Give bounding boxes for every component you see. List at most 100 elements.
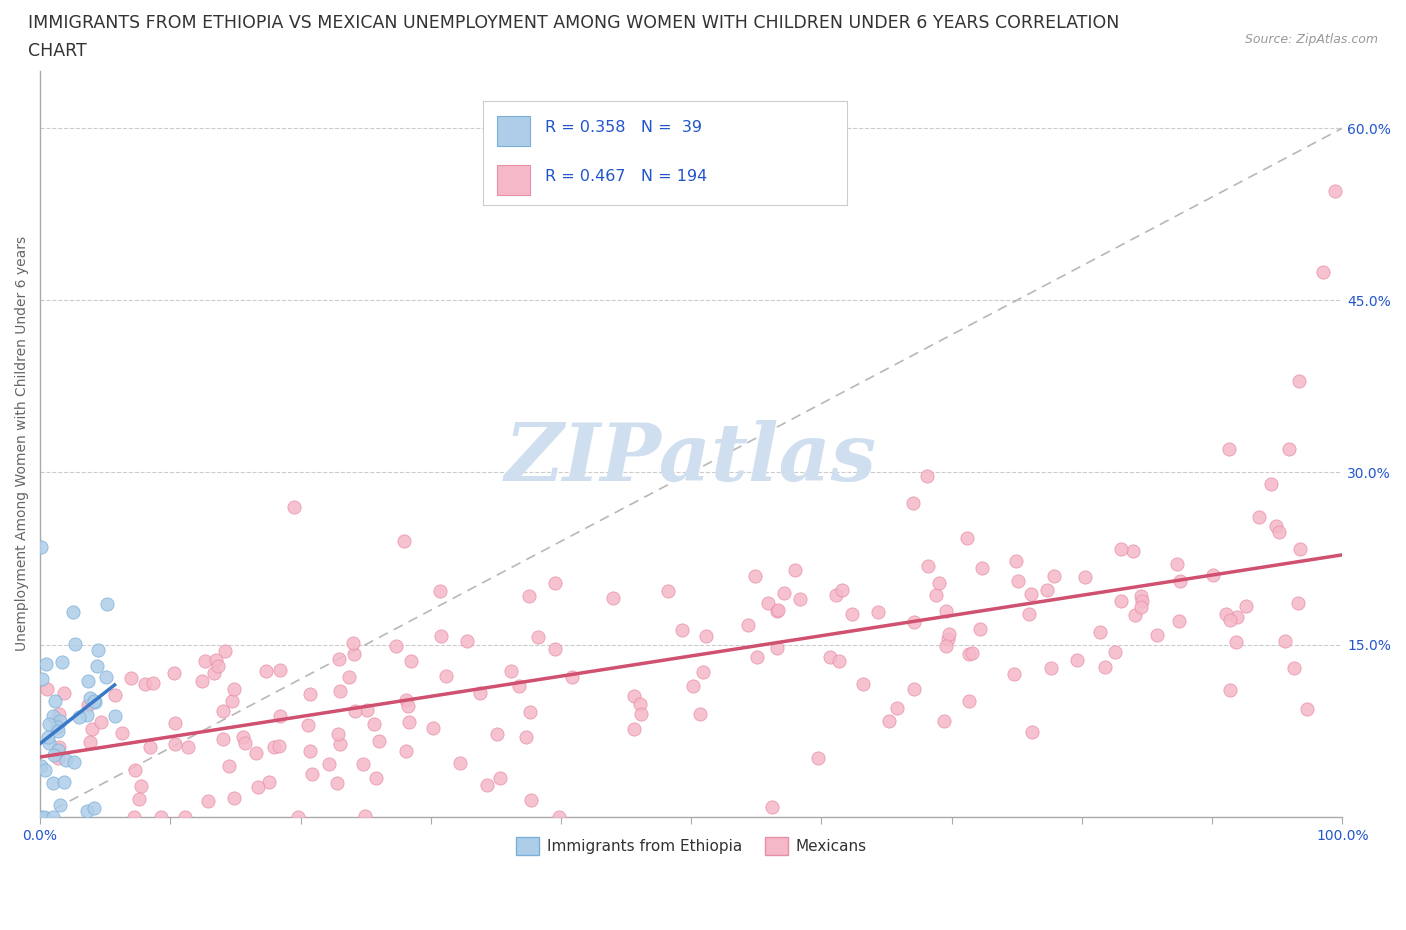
Point — [1323, 184, 1346, 199]
Point — [1040, 660, 1063, 675]
Text: ZIPatlas: ZIPatlas — [505, 420, 877, 498]
Point — [96, 670, 118, 684]
Point — [42, 776, 65, 790]
Point — [84, 695, 107, 710]
Point — [957, 646, 980, 661]
Point — [1226, 609, 1249, 624]
Point — [744, 569, 766, 584]
Point — [456, 633, 478, 648]
Point — [46, 724, 69, 738]
Point — [214, 644, 236, 659]
Point — [62, 604, 84, 619]
Point — [129, 778, 152, 793]
Point — [367, 733, 389, 748]
Point — [363, 717, 385, 732]
Point — [342, 635, 364, 650]
Point — [76, 673, 98, 688]
Point — [520, 792, 543, 807]
Point — [932, 713, 955, 728]
Point — [1225, 634, 1247, 649]
Point — [957, 693, 980, 708]
Point — [55, 752, 77, 767]
Point — [828, 653, 851, 668]
Point — [235, 736, 257, 751]
Point — [35, 682, 58, 697]
Point — [1284, 660, 1306, 675]
Point — [149, 809, 172, 824]
Point — [46, 742, 69, 757]
Point — [527, 630, 550, 644]
Point — [254, 664, 277, 679]
Point — [83, 800, 105, 815]
Point — [394, 693, 416, 708]
Point — [299, 744, 322, 759]
Point — [935, 604, 957, 618]
Point — [83, 694, 105, 709]
Point — [969, 621, 991, 636]
Point — [163, 715, 186, 730]
Point — [202, 665, 225, 680]
Point — [1073, 569, 1095, 584]
Point — [561, 670, 583, 684]
Point — [86, 658, 108, 673]
Point — [337, 670, 360, 684]
Point — [477, 777, 499, 792]
Point — [90, 714, 112, 729]
Point — [46, 751, 69, 765]
Point — [38, 736, 60, 751]
Point — [903, 614, 925, 629]
Point — [53, 774, 76, 789]
Point — [343, 703, 366, 718]
Point — [1123, 607, 1146, 622]
Point — [247, 780, 270, 795]
Point — [695, 629, 717, 644]
Legend: Immigrants from Ethiopia, Mexicans: Immigrants from Ethiopia, Mexicans — [510, 830, 873, 861]
Point — [63, 637, 86, 652]
Point — [499, 664, 522, 679]
Point — [353, 808, 375, 823]
Point — [42, 748, 65, 763]
Point — [139, 739, 162, 754]
Point — [1021, 725, 1043, 740]
Point — [326, 726, 349, 741]
Point — [76, 804, 98, 818]
Point — [430, 629, 453, 644]
Point — [1295, 701, 1317, 716]
Point — [434, 669, 457, 684]
Point — [177, 739, 200, 754]
Point — [449, 755, 471, 770]
Point — [301, 767, 323, 782]
Point — [1004, 553, 1026, 568]
Point — [1215, 606, 1237, 621]
Point — [329, 684, 352, 698]
Point — [163, 666, 186, 681]
Point — [120, 671, 142, 685]
Point — [1312, 264, 1334, 279]
Point — [547, 809, 569, 824]
Point — [269, 663, 291, 678]
Point — [48, 713, 70, 728]
Point — [766, 604, 789, 618]
Point — [218, 759, 240, 774]
Point — [80, 722, 103, 737]
Point — [1122, 544, 1144, 559]
Point — [766, 603, 789, 618]
Point — [76, 707, 98, 722]
Text: IMMIGRANTS FROM ETHIOPIA VS MEXICAN UNEMPLOYMENT AMONG WOMEN WITH CHILDREN UNDER: IMMIGRANTS FROM ETHIOPIA VS MEXICAN UNEM… — [28, 14, 1119, 32]
Point — [1146, 627, 1168, 642]
Point — [283, 499, 305, 514]
Point — [165, 737, 187, 751]
Point — [1219, 683, 1241, 698]
Point — [1274, 633, 1296, 648]
Point — [917, 559, 939, 574]
Point — [1088, 625, 1111, 640]
Point — [544, 642, 567, 657]
Point — [689, 706, 711, 721]
Point — [263, 739, 285, 754]
Point — [1111, 541, 1133, 556]
Point — [48, 706, 70, 721]
Point — [128, 791, 150, 806]
Point — [917, 469, 939, 484]
Point — [79, 691, 101, 706]
Point — [886, 700, 908, 715]
